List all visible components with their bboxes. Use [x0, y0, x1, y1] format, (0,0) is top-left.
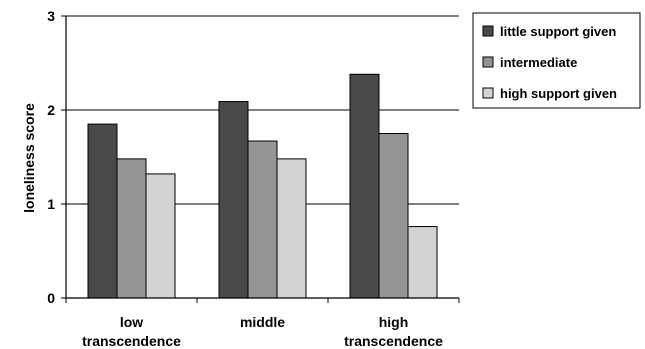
- x-category-label: middle: [240, 314, 285, 330]
- y-tick-label: 3: [47, 8, 55, 24]
- legend: little support given intermediate high sup…: [472, 12, 641, 109]
- y-tick-label: 2: [47, 102, 55, 118]
- legend-swatch: [482, 87, 494, 99]
- bar: [407, 226, 438, 299]
- x-category-labels: low transcendence middle high transcendence: [82, 314, 443, 349]
- bar: [145, 173, 176, 299]
- bar: [218, 101, 249, 299]
- y-tick-label: 0: [47, 290, 55, 306]
- legend-label: little support given: [500, 24, 616, 39]
- bar: [247, 140, 278, 299]
- legend-swatch: [482, 56, 494, 68]
- bar: [378, 133, 409, 299]
- y-tick-labels: 0 1 2 3: [47, 8, 55, 306]
- legend-label: intermediate: [500, 55, 577, 70]
- bar-series: [87, 73, 438, 299]
- legend-label: high support given: [500, 86, 617, 101]
- x-category-label: high transcendence: [344, 314, 443, 349]
- axes: [61, 15, 460, 303]
- x-category-label: low transcendence: [82, 314, 181, 349]
- legend-box: [472, 12, 641, 109]
- bar: [276, 158, 307, 299]
- legend-swatch: [482, 25, 494, 37]
- bar: [116, 158, 147, 299]
- y-axis-title: loneliness score: [21, 103, 37, 213]
- bar: [349, 73, 380, 299]
- bar: [87, 123, 118, 299]
- y-tick-label: 1: [47, 196, 55, 212]
